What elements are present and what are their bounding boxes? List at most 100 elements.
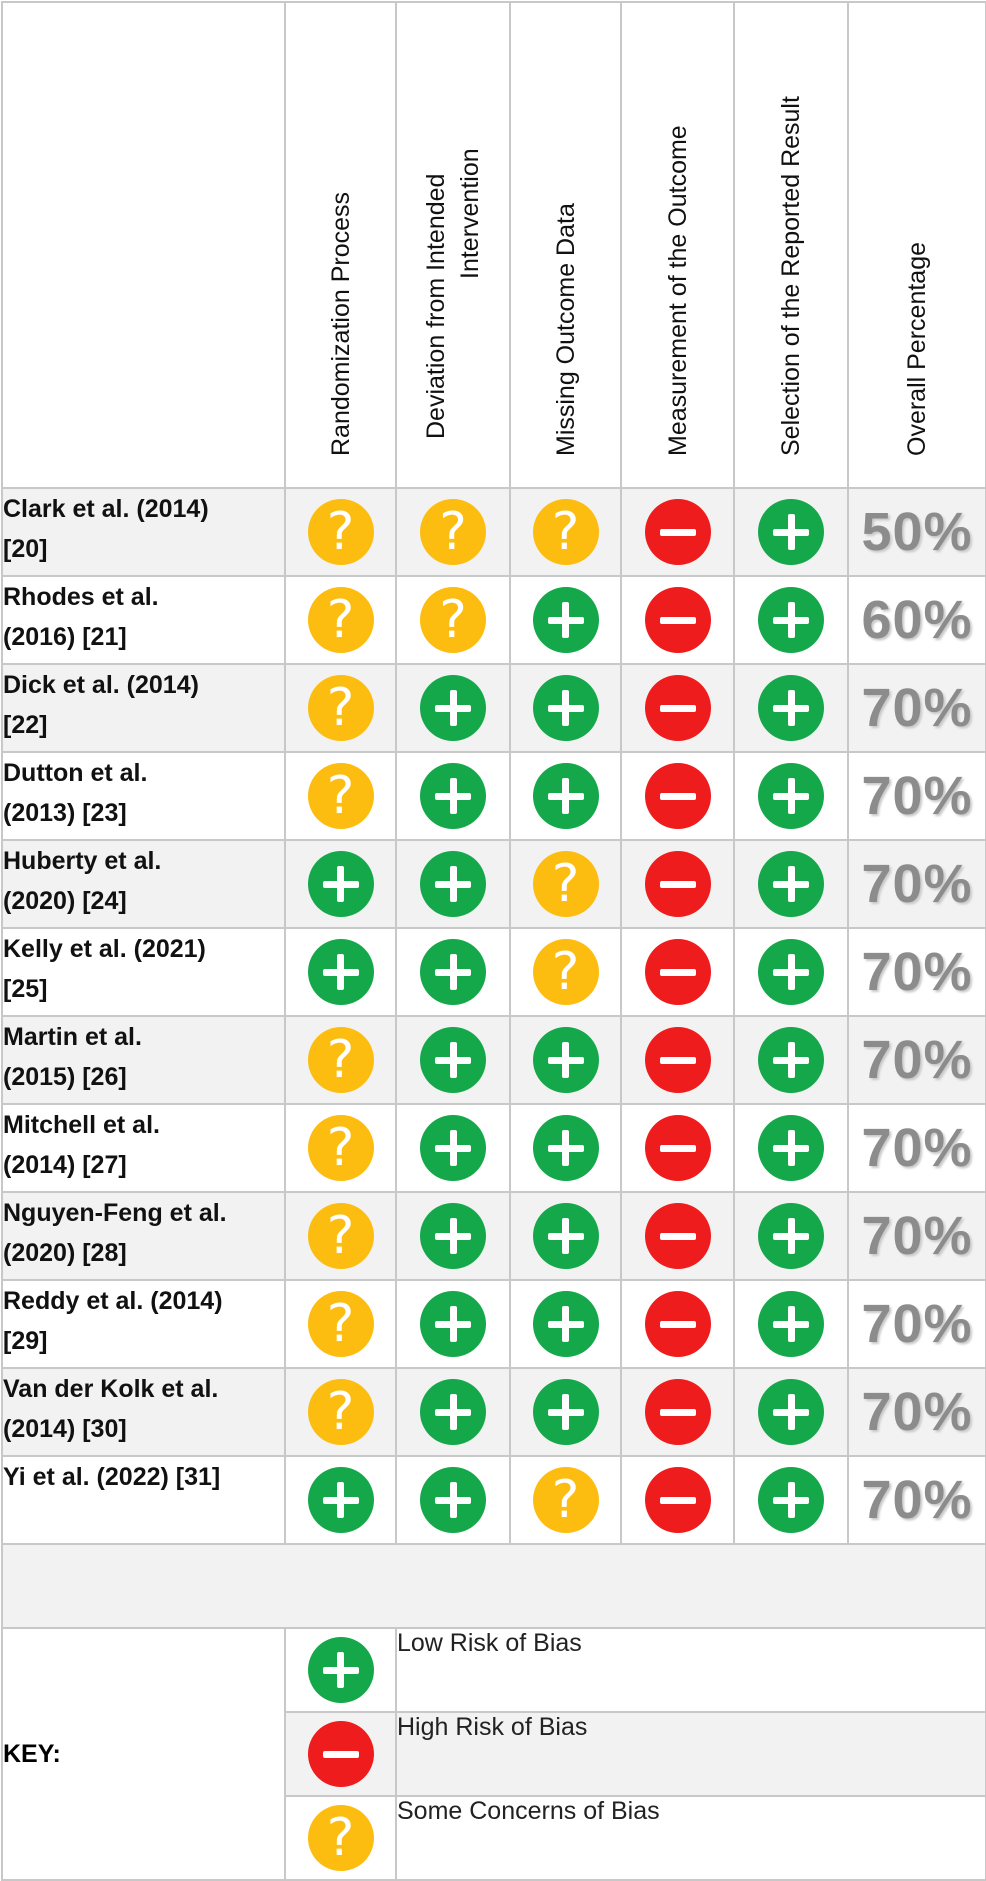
spacer-cell [1, 1543, 986, 1629]
header-corner [1, 1, 286, 489]
minus-icon [644, 1467, 711, 1533]
question-icon: ? [307, 587, 374, 653]
plus-icon [420, 939, 486, 1005]
header-row: Randomization Process Deviation from Int… [1, 1, 986, 489]
question-mark-glyph: ? [551, 942, 580, 1002]
rating-cell [395, 1103, 511, 1193]
study-name-line: Yi et al. (2022) [31] [3, 1463, 221, 1491]
rating-cell: ? [284, 1279, 397, 1369]
plus-icon [532, 1203, 599, 1269]
study-name-line: Nguyen-Feng et al. [3, 1199, 227, 1227]
rating-cell [620, 1191, 735, 1281]
col-header-line: Missing Outcome Data [551, 203, 580, 456]
rating-cell [395, 1455, 511, 1545]
study-name-line: Rhodes et al. [3, 583, 159, 611]
rating-cell [733, 1455, 849, 1545]
study-name-line: Dutton et al. [3, 759, 148, 787]
col-header: Deviation from Intended Intervention [395, 1, 511, 489]
study-name: Dutton et al. (2013) [23] [1, 751, 286, 841]
rating-cell [509, 1191, 622, 1281]
rating-cell [284, 839, 397, 929]
question-icon: ? [532, 1467, 599, 1533]
minus-icon [644, 1027, 711, 1093]
question-icon: ? [307, 763, 374, 829]
study-row: Dick et al. (2014) [22]? 70% [1, 663, 986, 753]
study-name: Mitchell et al. (2014) [27] [1, 1103, 286, 1193]
plus-icon [532, 1027, 599, 1093]
rating-cell [620, 751, 735, 841]
rating-cell [733, 751, 849, 841]
rating-cell [733, 1191, 849, 1281]
spacer-row [1, 1543, 986, 1629]
rating-cell: ? [284, 1191, 397, 1281]
rating-cell [620, 487, 735, 577]
rating-cell [395, 751, 511, 841]
question-mark-glyph: ? [326, 1382, 355, 1442]
plus-icon [420, 1379, 486, 1445]
study-row: Rhodes et al. (2016) [21]?? 60% [1, 575, 986, 665]
key-row: KEY: Low Risk of Bias [1, 1627, 986, 1881]
question-icon: ? [307, 1027, 374, 1093]
plus-icon [307, 939, 374, 1005]
study-name-line: (2020) [28] [3, 1239, 127, 1267]
study-name-line: Huberty et al. [3, 847, 162, 875]
question-icon: ? [307, 1291, 374, 1357]
plus-icon [420, 1467, 486, 1533]
col-header: Selection of the Reported Result [733, 1, 849, 489]
minus-icon [644, 939, 711, 1005]
col-header-label: Selection of the Reported Result [774, 96, 808, 456]
study-row: Nguyen-Feng et al. (2020) [28]? 70% [1, 1191, 986, 1281]
overall-percentage: 50% [847, 487, 986, 577]
overall-percentage: 70% [847, 839, 986, 929]
plus-icon [758, 1115, 824, 1181]
col-header-label: Randomization Process [324, 192, 358, 456]
plus-icon [420, 763, 486, 829]
rating-cell [509, 751, 622, 841]
plus-icon [532, 587, 599, 653]
col-header-line: Measurement of the Outcome [663, 125, 692, 456]
rating-cell [620, 663, 735, 753]
minus-icon [644, 763, 711, 829]
plus-icon [420, 1291, 486, 1357]
study-name-line: (2014) [30] [3, 1415, 127, 1443]
rating-cell: ? [284, 1103, 397, 1193]
plus-icon [758, 1203, 824, 1269]
minus-icon [644, 1115, 711, 1181]
col-header: Randomization Process [284, 1, 397, 489]
rating-cell [620, 1103, 735, 1193]
study-row: Yi et al. (2022) [31]? 70% [1, 1455, 986, 1545]
overall-percentage: 70% [847, 751, 986, 841]
study-row: Mitchell et al. (2014) [27]? 70% [1, 1103, 986, 1193]
overall-percentage: 70% [847, 1015, 986, 1105]
rating-cell [620, 927, 735, 1017]
study-row: Huberty et al. (2020) [24]? 70% [1, 839, 986, 929]
question-mark-glyph: ? [551, 854, 580, 914]
rating-cell [395, 839, 511, 929]
plus-icon [532, 675, 599, 741]
rating-cell [733, 1279, 849, 1369]
plus-icon [758, 939, 824, 1005]
study-name-line: (2020) [24] [3, 887, 127, 915]
plus-icon [758, 499, 824, 565]
study-name: Huberty et al. (2020) [24] [1, 839, 286, 929]
key-row: ? Some Concerns of Bias [2, 1795, 986, 1881]
key-description: Some Concerns of Bias [395, 1795, 986, 1881]
minus-icon [644, 587, 711, 653]
overall-percentage: 70% [847, 1367, 986, 1457]
minus-icon [644, 1379, 711, 1445]
rating-cell [733, 927, 849, 1017]
rating-cell [620, 575, 735, 665]
col-header: Measurement of the Outcome [620, 1, 735, 489]
plus-icon [758, 1027, 824, 1093]
study-name: Nguyen-Feng et al. (2020) [28] [1, 1191, 286, 1281]
study-name-line: (2013) [23] [3, 799, 127, 827]
minus-icon [644, 851, 711, 917]
study-name-line: Reddy et al. (2014) [3, 1287, 223, 1315]
rating-cell [395, 927, 511, 1017]
question-mark-glyph: ? [326, 502, 355, 562]
question-icon: ? [420, 499, 486, 565]
rating-cell [509, 1103, 622, 1193]
plus-icon [758, 851, 824, 917]
plus-icon [532, 1115, 599, 1181]
